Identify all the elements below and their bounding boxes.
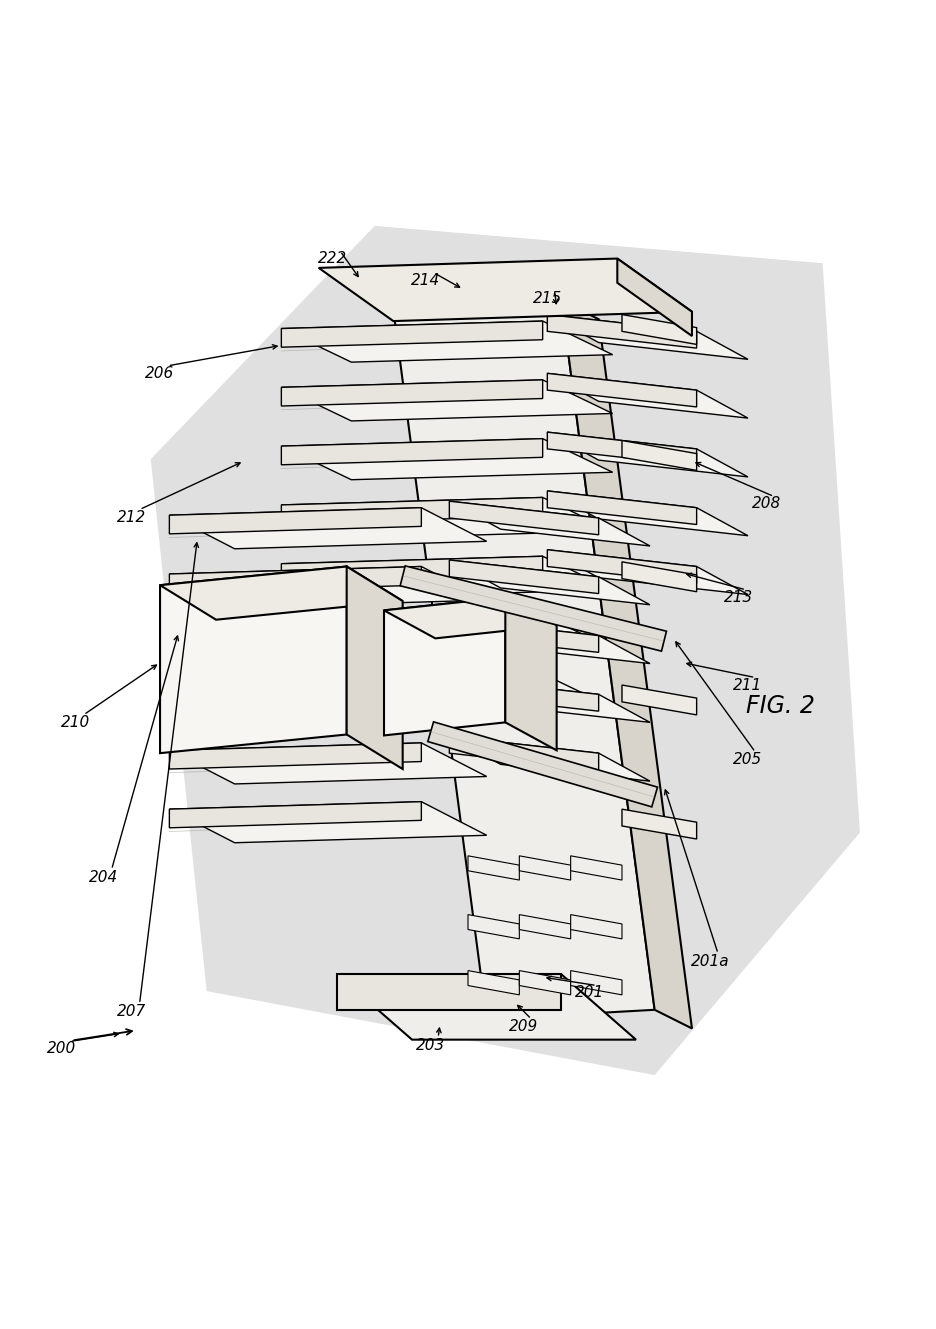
Polygon shape bbox=[282, 674, 543, 700]
Polygon shape bbox=[449, 736, 599, 769]
Polygon shape bbox=[282, 439, 613, 480]
Polygon shape bbox=[519, 970, 571, 995]
Polygon shape bbox=[169, 626, 487, 666]
Text: 200: 200 bbox=[48, 1042, 77, 1057]
Polygon shape bbox=[384, 597, 557, 638]
Polygon shape bbox=[282, 615, 543, 641]
Polygon shape bbox=[548, 373, 748, 419]
Polygon shape bbox=[401, 566, 666, 651]
Polygon shape bbox=[622, 440, 696, 470]
Text: 204: 204 bbox=[90, 869, 119, 885]
Polygon shape bbox=[169, 743, 421, 769]
Polygon shape bbox=[346, 566, 402, 769]
Polygon shape bbox=[169, 801, 487, 843]
Polygon shape bbox=[548, 550, 748, 594]
Text: FIG. 2: FIG. 2 bbox=[746, 695, 815, 719]
Polygon shape bbox=[571, 856, 622, 880]
Polygon shape bbox=[622, 684, 696, 715]
Polygon shape bbox=[548, 315, 748, 359]
Polygon shape bbox=[169, 801, 421, 828]
Polygon shape bbox=[393, 300, 654, 1019]
Polygon shape bbox=[449, 678, 599, 711]
Text: 208: 208 bbox=[752, 497, 782, 512]
Text: 201: 201 bbox=[575, 986, 604, 1001]
Text: 215: 215 bbox=[533, 291, 562, 306]
Polygon shape bbox=[282, 322, 613, 361]
Polygon shape bbox=[449, 678, 650, 723]
Polygon shape bbox=[337, 974, 562, 1010]
Polygon shape bbox=[151, 226, 860, 1075]
Polygon shape bbox=[169, 566, 487, 607]
Polygon shape bbox=[282, 322, 543, 347]
Polygon shape bbox=[449, 501, 650, 546]
Polygon shape bbox=[282, 497, 613, 538]
Polygon shape bbox=[384, 597, 505, 735]
Text: 209: 209 bbox=[509, 1019, 538, 1034]
Polygon shape bbox=[449, 501, 599, 534]
Polygon shape bbox=[505, 597, 557, 751]
Text: 210: 210 bbox=[62, 715, 91, 730]
Polygon shape bbox=[548, 550, 696, 583]
Text: 205: 205 bbox=[733, 752, 763, 767]
Polygon shape bbox=[571, 914, 622, 938]
Polygon shape bbox=[449, 736, 650, 781]
Polygon shape bbox=[169, 508, 487, 549]
Polygon shape bbox=[282, 380, 613, 421]
Polygon shape bbox=[618, 259, 692, 336]
Polygon shape bbox=[169, 684, 487, 726]
Text: 214: 214 bbox=[412, 272, 441, 287]
Polygon shape bbox=[449, 619, 650, 663]
Polygon shape bbox=[622, 315, 696, 344]
Text: 203: 203 bbox=[416, 1038, 446, 1053]
Polygon shape bbox=[449, 619, 599, 653]
Text: 212: 212 bbox=[117, 509, 147, 525]
Polygon shape bbox=[169, 743, 487, 784]
Polygon shape bbox=[169, 626, 421, 651]
Polygon shape bbox=[169, 684, 421, 710]
Polygon shape bbox=[548, 432, 748, 477]
Polygon shape bbox=[282, 439, 543, 465]
Polygon shape bbox=[562, 300, 692, 1029]
Text: 201a: 201a bbox=[692, 954, 730, 969]
Polygon shape bbox=[548, 315, 696, 348]
Polygon shape bbox=[318, 259, 692, 322]
Polygon shape bbox=[282, 674, 613, 715]
Polygon shape bbox=[449, 560, 650, 605]
Polygon shape bbox=[282, 497, 543, 524]
Polygon shape bbox=[282, 557, 613, 597]
Text: 222: 222 bbox=[318, 251, 347, 266]
Polygon shape bbox=[169, 566, 421, 593]
Text: 206: 206 bbox=[145, 365, 175, 381]
Polygon shape bbox=[468, 970, 519, 995]
Polygon shape bbox=[548, 490, 748, 536]
Polygon shape bbox=[622, 809, 696, 839]
Polygon shape bbox=[337, 974, 636, 1039]
Polygon shape bbox=[622, 562, 696, 591]
Polygon shape bbox=[282, 615, 613, 657]
Polygon shape bbox=[548, 490, 696, 525]
Polygon shape bbox=[160, 566, 402, 619]
Polygon shape bbox=[169, 508, 421, 534]
Polygon shape bbox=[519, 914, 571, 938]
Polygon shape bbox=[548, 432, 696, 465]
Polygon shape bbox=[468, 856, 519, 880]
Polygon shape bbox=[548, 373, 696, 407]
Polygon shape bbox=[282, 380, 543, 405]
Polygon shape bbox=[282, 557, 543, 582]
Polygon shape bbox=[449, 560, 599, 594]
Polygon shape bbox=[160, 566, 346, 754]
Polygon shape bbox=[428, 722, 657, 807]
Text: 213: 213 bbox=[724, 590, 753, 605]
Polygon shape bbox=[519, 856, 571, 880]
Text: 211: 211 bbox=[733, 678, 763, 692]
Text: 207: 207 bbox=[117, 1005, 147, 1019]
Polygon shape bbox=[468, 914, 519, 938]
Polygon shape bbox=[571, 970, 622, 995]
